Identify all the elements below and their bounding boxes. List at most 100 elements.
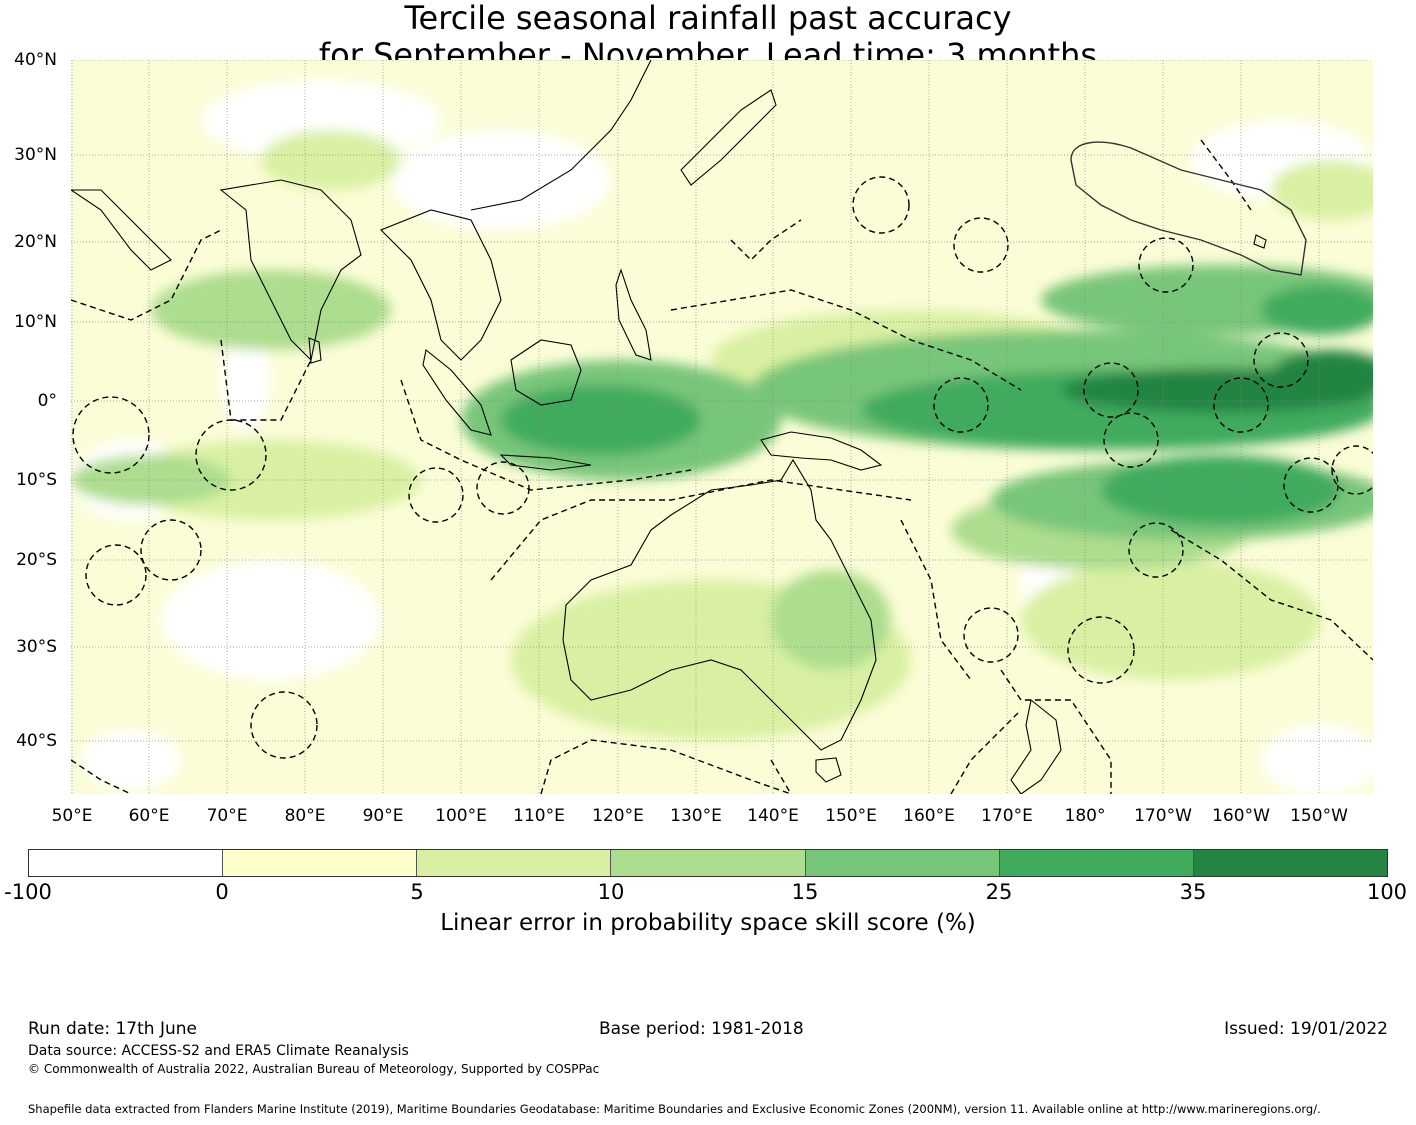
eez-circle: [933, 377, 989, 433]
australia-coastline: [562, 458, 877, 751]
colorbar-segment: [805, 850, 1000, 876]
base-period: Base period: 1981-2018: [599, 1019, 804, 1039]
shade-25-35: [1101, 455, 1341, 525]
lat-label: 10°S: [16, 470, 57, 490]
colorbar-segment: [29, 850, 224, 876]
eez-boundary: [220, 339, 312, 421]
skill-score-map: [71, 60, 1373, 794]
eez-boundary: [1000, 669, 1112, 794]
colorbar-tick: 0: [215, 880, 229, 904]
lon-label: 120°E: [592, 806, 644, 826]
shade-white: [391, 130, 611, 230]
copyright: © Commonwealth of Australia 2022, Austra…: [28, 1062, 600, 1076]
shade-35-100: [1271, 350, 1373, 400]
china-coastline: [470, 60, 652, 211]
colorbar-segment: [611, 850, 806, 876]
eez-circle: [953, 217, 1009, 273]
hawaii-eez-boundary: [1070, 141, 1307, 276]
eez-circle: [476, 461, 530, 515]
colorbar-segment: [1193, 850, 1387, 876]
shade-25-35: [501, 385, 701, 455]
eez-circle: [85, 544, 147, 606]
lat-label: 30°S: [16, 637, 57, 657]
lon-label: 140°E: [747, 806, 799, 826]
lon-label: 60°E: [128, 806, 170, 826]
lat-label: 40°N: [14, 50, 57, 70]
eez-circle: [1083, 362, 1139, 418]
data-source: Data source: ACCESS-S2 and ERA5 Climate …: [28, 1043, 409, 1059]
eez-boundaries: [71, 139, 1373, 794]
philippines-coastline: [615, 268, 652, 361]
colorbar-tick: 15: [791, 880, 819, 904]
japan-coastline: [680, 89, 777, 186]
borneo-coastline: [510, 339, 582, 406]
eez-circle: [1103, 412, 1159, 468]
shade-10-15: [151, 270, 391, 350]
shade-5-10: [1271, 160, 1373, 220]
eez-circle: [963, 607, 1019, 663]
colorbar-tick: 10: [597, 880, 625, 904]
eez-circle: [1067, 616, 1135, 684]
issued-date: Issued: 19/01/2022: [1224, 1019, 1388, 1039]
eez-boundary: [490, 479, 912, 581]
eez-circle: [1213, 377, 1269, 433]
colorbar-tick: 5: [410, 880, 424, 904]
eez-circle: [1128, 522, 1184, 578]
java-coastline: [499, 454, 592, 471]
new-zealand-coastline: [1010, 699, 1062, 794]
eez-boundary: [950, 709, 1022, 794]
colorbar-tick: 35: [1179, 880, 1207, 904]
lat-label: 30°N: [14, 145, 57, 165]
map-title-line-1: Tercile seasonal rainfall past accuracy: [404, 0, 1012, 37]
lon-label: 110°E: [513, 806, 565, 826]
eez-circle: [1331, 445, 1373, 495]
eez-circle: [1283, 457, 1339, 513]
lon-label: 150°E: [825, 806, 877, 826]
eez-boundary: [71, 229, 222, 321]
coastlines: [71, 60, 1267, 794]
eez-boundary: [900, 519, 972, 681]
lon-label: 70°E: [206, 806, 248, 826]
shade-10-15: [771, 570, 891, 670]
colorbar: [28, 849, 1388, 877]
colorbar-segment: [223, 850, 418, 876]
lat-label: 20°S: [16, 550, 57, 570]
lat-label: 20°N: [14, 232, 57, 252]
eez-circle: [408, 467, 464, 523]
sumatra-coastline: [422, 349, 492, 436]
shade-5-10: [261, 130, 401, 190]
tasmania-coastline: [815, 757, 842, 783]
eez-circle: [852, 176, 910, 234]
lon-label: 180°: [1064, 806, 1106, 826]
run-date: Run date: 17th June: [28, 1019, 197, 1039]
lon-label: 100°E: [435, 806, 487, 826]
colorbar-segment: [999, 850, 1194, 876]
lon-label: 160°W: [1212, 806, 1270, 826]
shade-white: [221, 330, 271, 430]
lon-label: 130°E: [670, 806, 722, 826]
shade-white: [81, 730, 181, 790]
shapefile-credit: Shapefile data extracted from Flanders M…: [28, 1102, 1321, 1116]
lat-label: 40°S: [16, 731, 57, 751]
lon-label: 150°W: [1290, 806, 1348, 826]
eez-circle: [1253, 332, 1309, 388]
colorbar-tick: -100: [4, 880, 52, 904]
lon-label: 170°W: [1134, 806, 1192, 826]
colorbar-tick: 100: [1366, 880, 1408, 904]
eez-boundary: [400, 379, 692, 491]
arabia-coastline: [71, 189, 172, 271]
eez-boundary: [670, 289, 1022, 391]
india-coastline: [219, 179, 362, 362]
new-guinea-coastline: [760, 431, 883, 471]
sri-lanka-coastline: [308, 337, 322, 364]
lon-label: 90°E: [362, 806, 404, 826]
lon-label: 50°E: [51, 806, 93, 826]
shade-white: [1261, 725, 1373, 794]
shade-white: [161, 560, 381, 680]
shade-10-15: [71, 455, 231, 505]
eez-boundary: [770, 759, 792, 794]
lon-label: 80°E: [284, 806, 326, 826]
lat-label: 0°: [37, 391, 57, 411]
colorbar-tick: 25: [985, 880, 1013, 904]
lon-label: 160°E: [903, 806, 955, 826]
